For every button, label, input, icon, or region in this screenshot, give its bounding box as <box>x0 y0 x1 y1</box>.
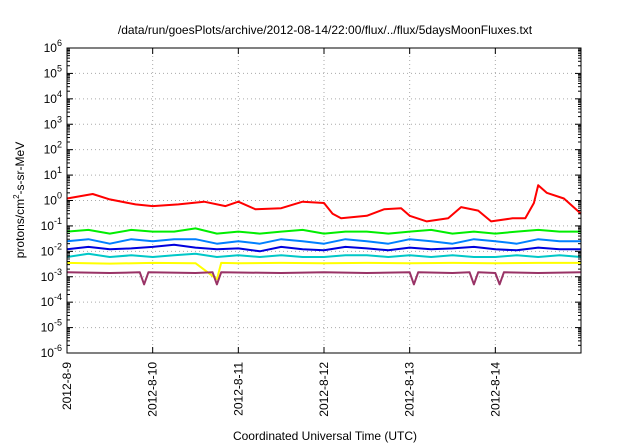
series-group <box>66 184 582 286</box>
x-tick-label: 2012-8-10 <box>146 362 160 417</box>
y-tick-label: 105 <box>44 63 62 80</box>
y-tick-label: 10-2 <box>41 241 62 258</box>
series-line-6 <box>66 271 582 286</box>
x-tick-label: 2012-8-12 <box>317 362 331 417</box>
x-axis-label: Coordinated Universal Time (UTC) <box>233 429 417 443</box>
series-line-5 <box>66 261 581 281</box>
x-tick-label: 2012-8-9 <box>60 362 74 410</box>
x-tick-label: 2012-8-14 <box>488 362 502 417</box>
y-axis-label-pre: protons/cm <box>13 199 27 258</box>
y-axis-label: protons/cm2-s-sr-MeV <box>12 142 27 258</box>
chart-title: /data/run/goesPlots/archive/2012-08-14/2… <box>118 23 533 37</box>
y-tick-label: 10-3 <box>41 267 62 284</box>
x-tick-label: 2012-8-11 <box>231 362 245 416</box>
y-tick-label: 101 <box>44 165 62 182</box>
y-tick-label: 102 <box>44 140 62 157</box>
series-line-1 <box>66 227 581 235</box>
series-line-2 <box>66 238 581 245</box>
y-tick-label: 10-5 <box>41 318 62 335</box>
grid <box>67 48 581 353</box>
y-tick-label: 104 <box>44 89 62 106</box>
x-ticks: 2012-8-9 2012-8-10 2012-8-11 2012-8-12 2012-… <box>60 48 502 417</box>
y-axis-label-sup: 2 <box>12 194 21 199</box>
y-axis-label-post: -s-sr-MeV <box>13 142 27 195</box>
y-tick-label: 10-4 <box>41 292 62 309</box>
y-tick-label: 10-6 <box>41 343 62 360</box>
series-line-0 <box>66 184 582 223</box>
y-tick-label: 100 <box>44 191 62 208</box>
y-ticks: 10-6 10-5 10-4 10-3 10-2 10-1 100 101 102 103 104 1… <box>41 38 581 360</box>
y-tick-label: 10-1 <box>41 216 62 233</box>
series-line-3 <box>66 243 581 253</box>
y-tick-label: 106 <box>44 38 62 55</box>
x-tick-label: 2012-8-13 <box>403 362 417 417</box>
y-tick-label: 103 <box>44 114 62 131</box>
series-line-4 <box>66 252 582 258</box>
